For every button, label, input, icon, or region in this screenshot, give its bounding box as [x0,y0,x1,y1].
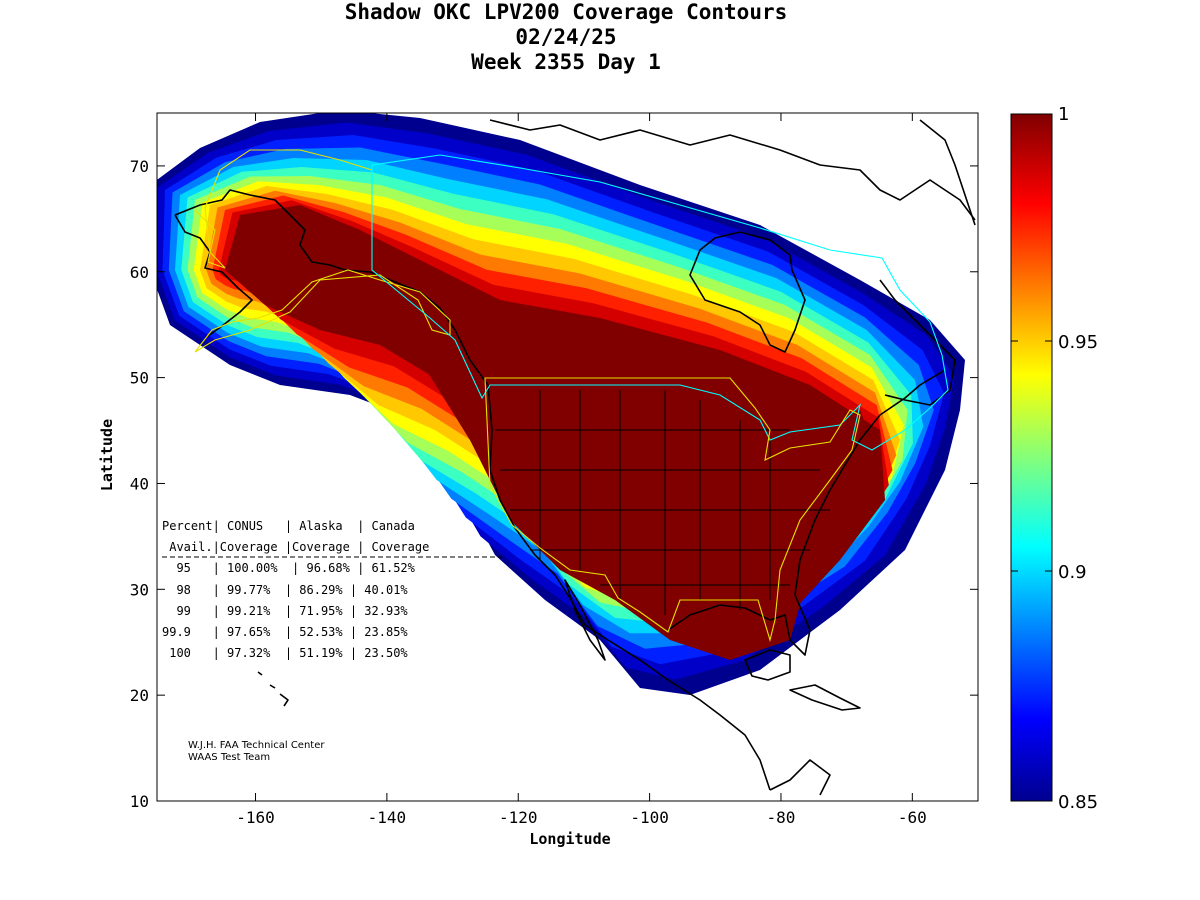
coastline-alaska [174,189,489,386]
x-tick-label: -160 [236,808,275,827]
colorbar [1010,113,1053,802]
coastline-alaska-west [174,214,253,339]
coverage-table: Percent| CONUS | Alaska | Canada Avail.|… [162,519,502,660]
conus-service-volume [484,377,861,643]
title-line-2: 02/24/25 [515,25,617,49]
colorbar-tick-label: 0.9 [1058,562,1087,583]
coastline-pacific [487,384,771,791]
alaska-service-volume [194,149,451,353]
service-volume-outlines [194,149,949,643]
y-tick-label: 40 [130,474,149,493]
coastline-greenland [919,119,976,226]
credit-line-1: W.J.H. FAA Technical Center [188,740,325,751]
x-tick-label: -60 [898,808,927,827]
table-row: 95 | 100.00% | 96.68% | 61.52% [162,561,416,575]
x-tick-label: -140 [368,808,407,827]
coastline-yucatan [744,649,791,681]
canada-service-volume [371,154,949,451]
table-header-1: Percent| CONUS | Alaska | Canada [162,519,415,533]
coastline-hawaii [257,671,289,707]
title-line-1: Shadow OKC LPV200 Coverage Contours [344,0,788,24]
y-tick-label: 30 [130,580,149,599]
credit-line-2: WAAS Test Team [188,752,270,763]
coastlines [174,119,976,796]
coastline-baja [564,579,606,661]
colorbar-ticks [1011,340,1052,572]
table-row: 99.9 | 97.65% | 52.53% | 23.85% [162,625,408,639]
y-tick-label: 70 [130,157,149,176]
x-tick-label: -100 [630,808,669,827]
y-tick-label: 10 [130,792,149,811]
coastline-gulf [667,369,946,656]
x-tick-label: -120 [499,808,538,827]
colorbar-tick-label: 0.95 [1058,332,1098,353]
table-row: 98 | 99.77% | 86.29% | 40.01% [162,583,408,597]
coastline-central-america [769,759,831,796]
table-header-2: Avail.|Coverage |Coverage | Coverage [162,540,429,554]
plot-frame [156,112,979,802]
state-borders [495,390,830,615]
y-tick-label: 20 [130,686,149,705]
coastline-cuba [789,684,861,711]
y-tick-label: 50 [130,369,149,388]
y-axis-ticks: 70 60 50 40 30 20 10 [130,157,978,811]
coastline-hudson-bay [689,231,806,353]
colorbar-tick-label: 1 [1058,104,1069,125]
chart-title: Shadow OKC LPV200 Coverage Contours 02/2… [0,0,1132,75]
full-coverage-region [240,215,880,660]
coastline-arctic-islands [489,119,976,221]
x-tick-label: -80 [767,808,796,827]
table-row: 99 | 99.21% | 71.95% | 32.93% [162,604,408,618]
y-axis-label: Latitude [98,419,116,491]
colorbar-tick-label: 0.85 [1058,792,1098,813]
title-line-3: Week 2355 Day 1 [471,50,661,74]
x-axis-ticks: -160 -140 -120 -100 -80 -60 [236,113,927,827]
x-axis-label: Longitude [529,830,610,848]
y-tick-label: 60 [130,263,149,282]
table-row: 100 | 97.32% | 51.19% | 23.50% [162,646,408,660]
coastline-labrador [879,279,956,406]
